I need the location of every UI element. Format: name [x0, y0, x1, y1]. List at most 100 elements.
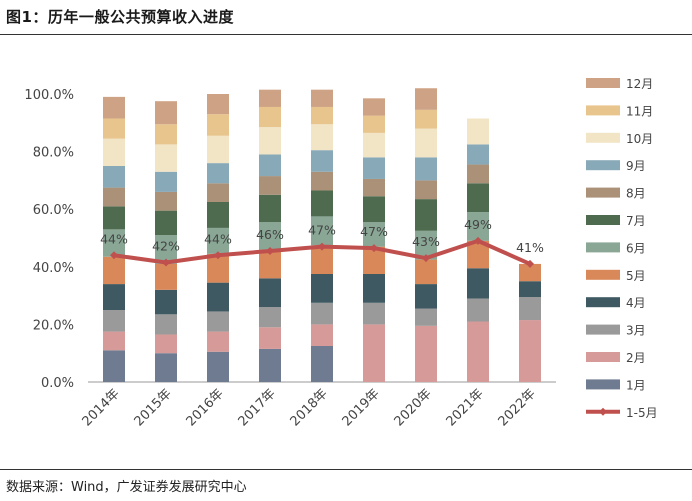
bar-segment: [103, 310, 125, 332]
legend-label: 6月: [626, 241, 646, 255]
bar-segment: [103, 96, 125, 119]
bar-segment: [363, 274, 385, 303]
bar-segment: [311, 216, 333, 246]
line-point: [162, 258, 170, 267]
line-point: [422, 254, 430, 263]
bar-segment: [311, 274, 333, 303]
data-label: 42%: [152, 238, 180, 253]
bar-segment: [259, 89, 281, 107]
line-point: [110, 251, 118, 260]
bar-segment: [311, 324, 333, 346]
x-axis: 2014年 2015年 2016年 2017年 2018年 2019年 2020年 2021年…: [80, 386, 539, 429]
bar-segment: [467, 240, 489, 269]
bar-segment: [467, 212, 489, 241]
bar-segment: [415, 284, 437, 309]
bar-segment: [467, 321, 489, 382]
bar-segment: [259, 307, 281, 328]
bar-segment: [415, 308, 437, 326]
bar-segment: [363, 132, 385, 158]
bar-segment: [103, 187, 125, 207]
data-label: 46%: [256, 227, 284, 242]
bar-stack: [467, 118, 489, 382]
bar-segment: [519, 281, 541, 298]
legend-swatch: [586, 379, 620, 390]
bar-segment: [467, 183, 489, 213]
line-point: [214, 251, 222, 260]
bar-segment: [311, 245, 333, 274]
x-tick-label: 2019年: [340, 386, 383, 429]
bar-segment: [259, 249, 281, 279]
bar-segment: [103, 331, 125, 351]
chart-title: 图1：历年一般公共预算收入进度: [6, 8, 234, 26]
legend-label: 8月: [626, 187, 646, 201]
bar-stack: [259, 89, 281, 382]
bar-segment: [363, 302, 385, 325]
bar-segment: [363, 157, 385, 179]
bar-segment: [207, 351, 229, 382]
bar-segment: [415, 259, 437, 285]
bar-segment: [259, 348, 281, 382]
bar-segment: [415, 180, 437, 200]
data-label: 49%: [464, 217, 492, 232]
line-point: [370, 244, 378, 253]
bar-segment: [207, 183, 229, 202]
bar-segment: [259, 176, 281, 195]
x-tick-label: 2016年: [184, 386, 227, 429]
x-tick-label: 2018年: [288, 386, 331, 429]
bar-segment: [155, 263, 177, 290]
bar-segment: [363, 222, 385, 247]
legend-label: 11月: [626, 104, 653, 118]
bar-stack: [311, 89, 333, 382]
bar-segment: [103, 350, 125, 382]
bar-segment: [103, 166, 125, 188]
bar-segment: [311, 171, 333, 191]
legend-label: 5月: [626, 269, 646, 283]
bar-segment: [311, 150, 333, 172]
bar-segment: [155, 235, 177, 264]
bar-segment: [155, 353, 177, 382]
bar-segment: [311, 302, 333, 325]
progress-line: 44% 42% 44% 46% 47% 47% 43% 49% 41%: [100, 217, 544, 268]
line-point: [526, 259, 534, 268]
y-tick-label: 60.0%: [33, 203, 74, 218]
legend-label: 4月: [626, 296, 646, 310]
bar-segment: [519, 320, 541, 382]
legend-label: 3月: [626, 324, 646, 338]
legend-swatch: [586, 215, 620, 225]
bar-segment: [311, 89, 333, 107]
bar-segment: [467, 144, 489, 165]
bottom-rule: [0, 469, 692, 470]
bar-segment: [103, 206, 125, 230]
bar-segment: [467, 298, 489, 322]
bar-segment: [363, 178, 385, 197]
bar-segment: [259, 327, 281, 349]
legend-swatch: [586, 269, 620, 280]
bar-segment: [155, 210, 177, 236]
legend-swatch: [586, 187, 620, 198]
bar-segment: [207, 94, 229, 115]
legend-label: 1月: [626, 378, 646, 392]
bar-segment: [207, 282, 229, 312]
data-label: 41%: [516, 240, 544, 255]
bar-segment: [259, 154, 281, 177]
data-label: 43%: [412, 234, 440, 249]
bar-segment: [207, 311, 229, 332]
legend-label: 2月: [626, 351, 646, 365]
bar-segment: [103, 256, 125, 285]
data-label: 44%: [204, 231, 232, 246]
bar-stack: [155, 101, 177, 382]
bar-segment: [311, 346, 333, 382]
bar-segment: [415, 109, 437, 129]
bar-segment: [311, 124, 333, 151]
legend-swatch: [586, 242, 620, 253]
bar-segment: [155, 334, 177, 354]
bar-segment: [415, 325, 437, 382]
bar-segment: [207, 227, 229, 254]
bar-segment: [103, 229, 125, 257]
top-rule: [0, 34, 692, 35]
x-tick-label: 2021年: [444, 386, 487, 429]
bar-segment: [363, 246, 385, 274]
bar-segment: [155, 101, 177, 125]
bar-stack: [103, 96, 125, 382]
bar-segment: [415, 157, 437, 181]
